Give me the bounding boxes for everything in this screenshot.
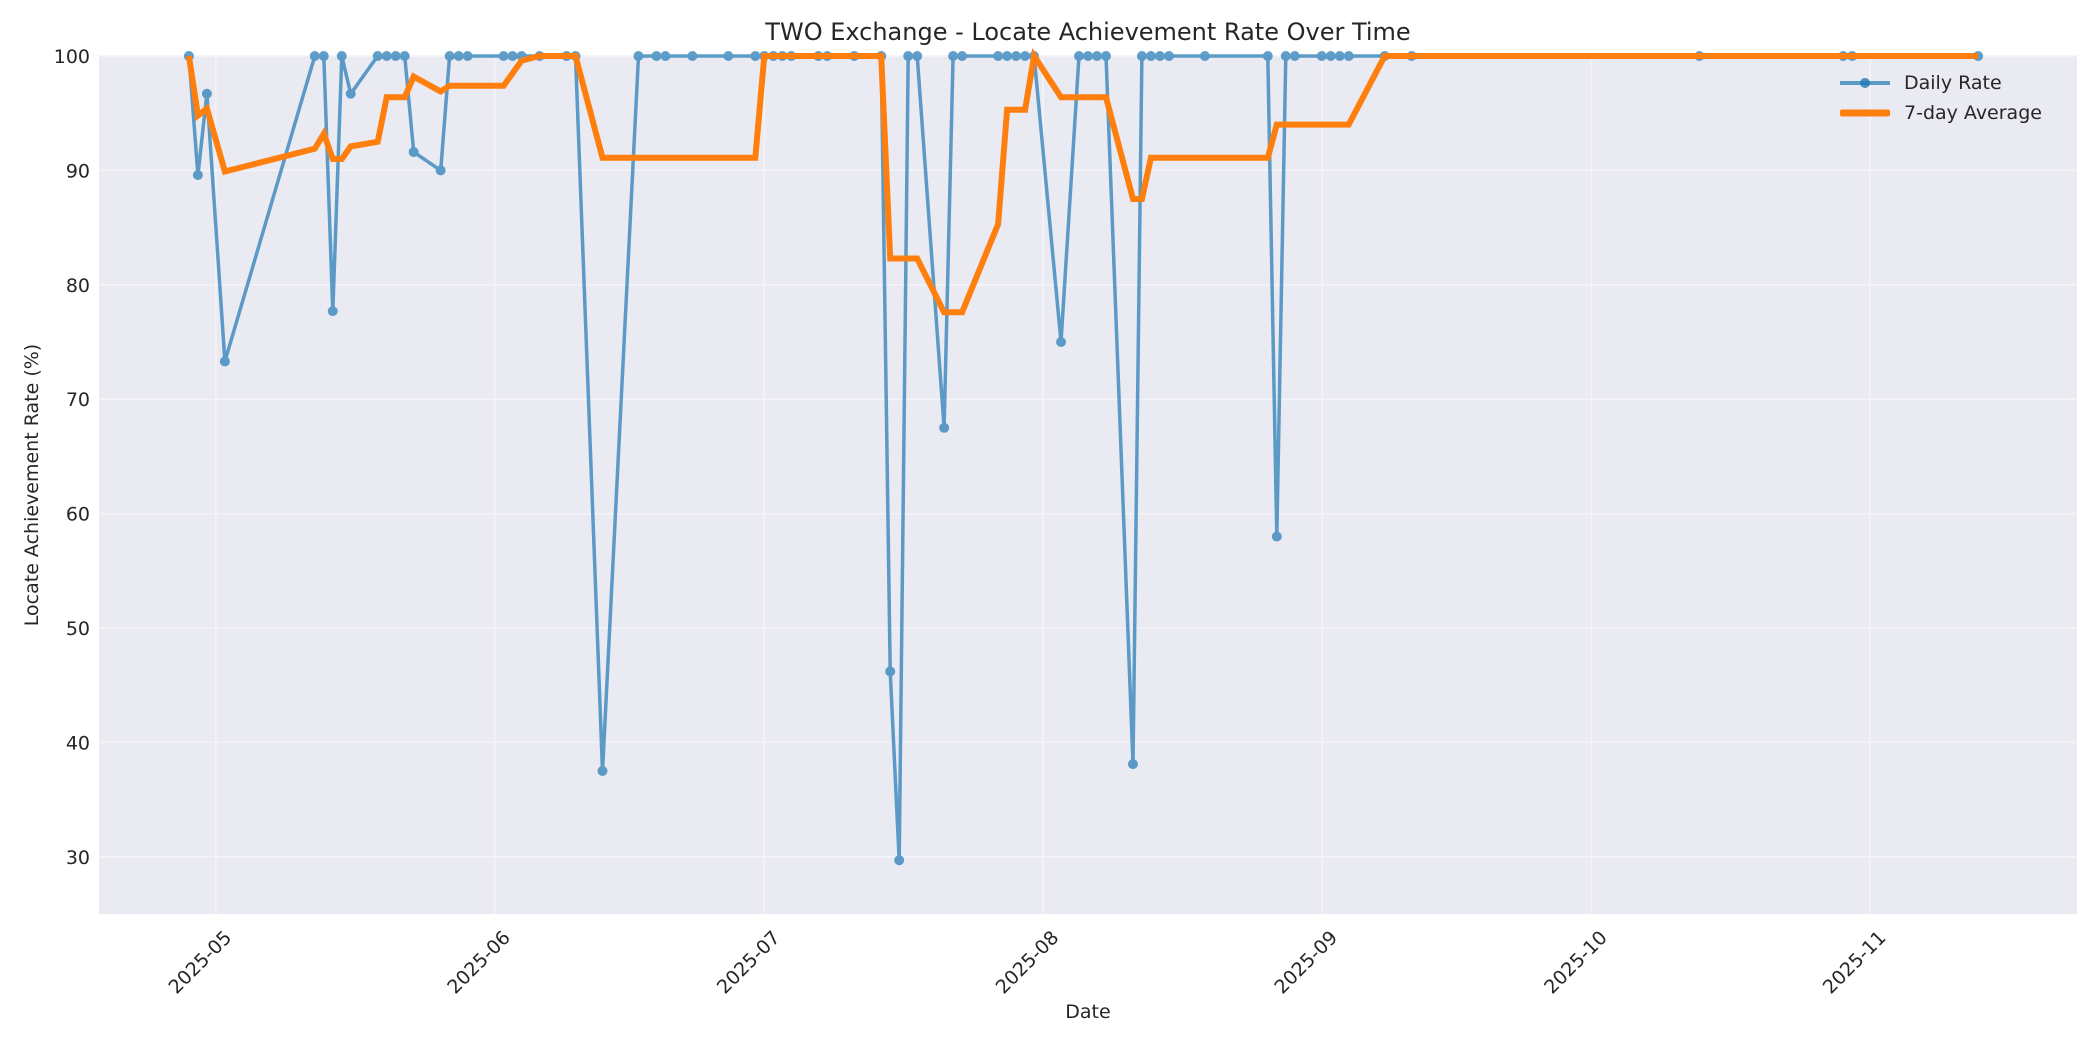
legend-label: Daily Rate — [1904, 72, 2002, 94]
y-axis-label: Locate Achievement Rate (%) — [21, 343, 43, 627]
legend-label: 7-day Average — [1904, 102, 2042, 124]
data-point-marker — [1011, 51, 1022, 61]
thick-line-icon — [1840, 98, 1890, 128]
data-point-marker — [372, 51, 383, 61]
y-axis-ticks: 30 40 50 60 70 80 90 100 — [54, 46, 90, 869]
data-point-marker — [1271, 531, 1282, 542]
data-point-marker — [462, 51, 473, 61]
data-point-marker — [1100, 51, 1111, 61]
gridlines — [99, 55, 2077, 914]
data-point-marker — [1091, 51, 1102, 61]
series-lines — [183, 47, 1984, 866]
data-point-marker — [435, 165, 446, 176]
x-tick-label: 2025-10 — [1540, 927, 1612, 999]
data-point-marker — [1020, 51, 1031, 61]
data-point-marker — [453, 51, 464, 61]
data-point-marker — [192, 169, 203, 180]
data-point-marker — [1002, 51, 1013, 61]
y-tick-label: 40 — [66, 732, 90, 754]
data-point-marker — [327, 306, 338, 317]
data-point-marker — [957, 51, 968, 61]
data-point-marker — [1083, 51, 1093, 61]
data-point-marker — [993, 51, 1004, 61]
legend-item-daily-rate: Daily Rate — [1840, 68, 2042, 98]
data-point-marker — [444, 51, 455, 61]
data-point-marker — [201, 88, 212, 99]
y-tick-label: 60 — [66, 504, 90, 526]
y-tick-label: 50 — [66, 618, 90, 640]
x-tick-label: 2025-11 — [1819, 927, 1891, 999]
data-point-marker — [381, 51, 392, 61]
series-7-day-average — [185, 47, 1979, 316]
y-tick-label: 70 — [66, 389, 90, 411]
data-point-marker — [723, 51, 734, 61]
data-point-marker — [1280, 51, 1291, 61]
data-point-marker — [885, 666, 896, 677]
data-point-marker — [1262, 51, 1273, 61]
data-point-marker — [219, 356, 230, 367]
data-point-marker — [1056, 337, 1067, 347]
data-point-marker — [1163, 51, 1174, 61]
data-point-marker — [633, 51, 644, 61]
plot-background — [99, 56, 2077, 914]
data-point-marker — [948, 51, 959, 61]
data-point-marker — [687, 51, 698, 61]
data-point-marker — [750, 51, 761, 61]
data-point-marker — [912, 51, 923, 61]
legend: Daily Rate 7-day Average — [1840, 68, 2042, 128]
x-tick-label: 2025-08 — [992, 927, 1064, 999]
line-marker-icon — [1840, 68, 1890, 98]
data-point-marker — [1316, 51, 1327, 61]
data-point-marker — [1343, 51, 1354, 61]
chart-title: TWO Exchange - Locate Achievement Rate O… — [765, 18, 1411, 46]
x-tick-label: 2025-05 — [164, 927, 236, 999]
data-point-marker — [1325, 51, 1336, 61]
y-tick-label: 100 — [54, 46, 90, 68]
data-point-marker — [1289, 51, 1300, 61]
data-point-marker — [903, 51, 914, 61]
data-point-marker — [507, 51, 518, 61]
data-point-marker — [1334, 51, 1345, 61]
data-point-marker — [651, 51, 662, 61]
data-point-marker — [498, 51, 509, 61]
data-point-marker — [1136, 51, 1147, 61]
data-point-marker — [309, 51, 320, 61]
y-tick-label: 80 — [66, 275, 90, 297]
x-tick-label: 2025-06 — [443, 927, 515, 999]
data-point-marker — [894, 855, 905, 866]
data-point-marker — [408, 147, 419, 158]
data-point-marker — [660, 51, 671, 61]
x-axis-label: Date — [1065, 1001, 1111, 1023]
data-point-marker — [939, 422, 950, 433]
data-point-marker — [345, 88, 356, 99]
data-point-marker — [1199, 51, 1210, 61]
data-point-marker — [336, 51, 347, 61]
data-point-marker — [399, 51, 410, 61]
y-tick-label: 90 — [66, 160, 90, 182]
legend-item-7-day-average: 7-day Average — [1840, 98, 2042, 128]
data-point-marker — [1074, 51, 1085, 61]
data-point-marker — [597, 766, 608, 776]
data-point-marker — [390, 51, 401, 61]
x-tick-label: 2025-07 — [713, 927, 785, 999]
data-point-marker — [318, 51, 329, 61]
data-point-marker — [1127, 759, 1138, 770]
data-point-marker — [1145, 51, 1156, 61]
x-axis-ticks: 2025-05 2025-06 2025-07 2025-08 2025-09 2025-… — [164, 927, 1890, 999]
data-point-marker — [1154, 51, 1165, 61]
x-tick-label: 2025-09 — [1270, 927, 1342, 999]
y-tick-label: 30 — [66, 847, 90, 869]
